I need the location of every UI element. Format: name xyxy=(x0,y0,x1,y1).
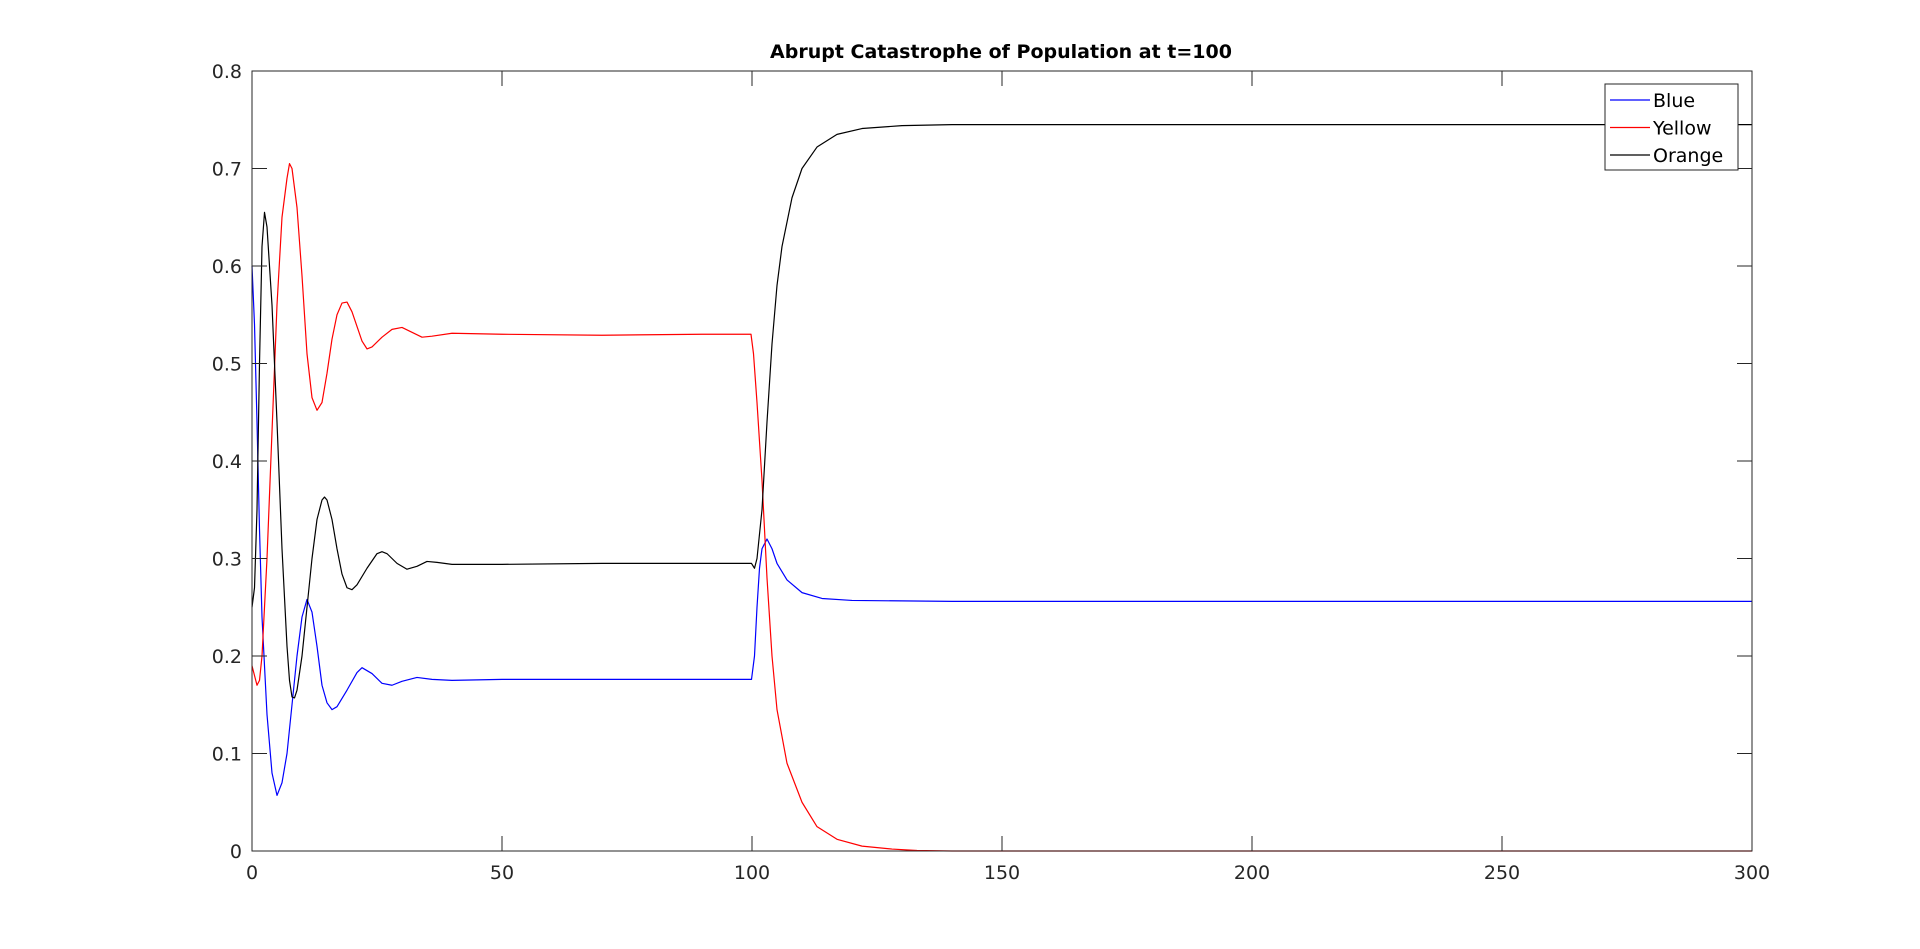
y-tick-label: 0.5 xyxy=(212,354,242,376)
plot-area xyxy=(252,71,1752,851)
y-tick-label: 0.7 xyxy=(212,159,242,181)
x-tick-label: 300 xyxy=(1734,862,1770,884)
series-line-orange xyxy=(251,124,1752,699)
x-tick-label: 50 xyxy=(490,862,514,884)
series-layer xyxy=(251,124,1752,852)
x-tick-label: 250 xyxy=(1484,862,1520,884)
y-tick-label: 0.6 xyxy=(212,256,242,278)
x-tick-label: 100 xyxy=(734,862,770,884)
ticks-layer: 0 50 100 150 200 250 300 0 0.1 0.2 0.3 0.4 0.5 0.6 0.7… xyxy=(212,61,1770,884)
y-tick-label: 0.3 xyxy=(212,549,242,571)
legend-label-blue: Blue xyxy=(1653,90,1695,112)
y-tick-label: 0.4 xyxy=(212,451,242,473)
series-line-blue xyxy=(251,265,1752,797)
x-tick-label: 0 xyxy=(246,862,258,884)
legend-label-orange: Orange xyxy=(1653,145,1723,167)
series-line-yellow xyxy=(251,163,1752,852)
legend-label-yellow: Yellow xyxy=(1652,118,1712,140)
y-tick-label: 0 xyxy=(230,841,242,863)
y-tick-label: 0.8 xyxy=(212,61,242,83)
chart-title: Abrupt Catastrophe of Population at t=10… xyxy=(770,41,1232,63)
y-tick-label: 0.2 xyxy=(212,646,242,668)
x-tick-label: 200 xyxy=(1234,862,1270,884)
legend: Blue Yellow Orange xyxy=(1604,83,1739,171)
x-tick-label: 150 xyxy=(984,862,1020,884)
y-tick-label: 0.1 xyxy=(212,744,242,766)
